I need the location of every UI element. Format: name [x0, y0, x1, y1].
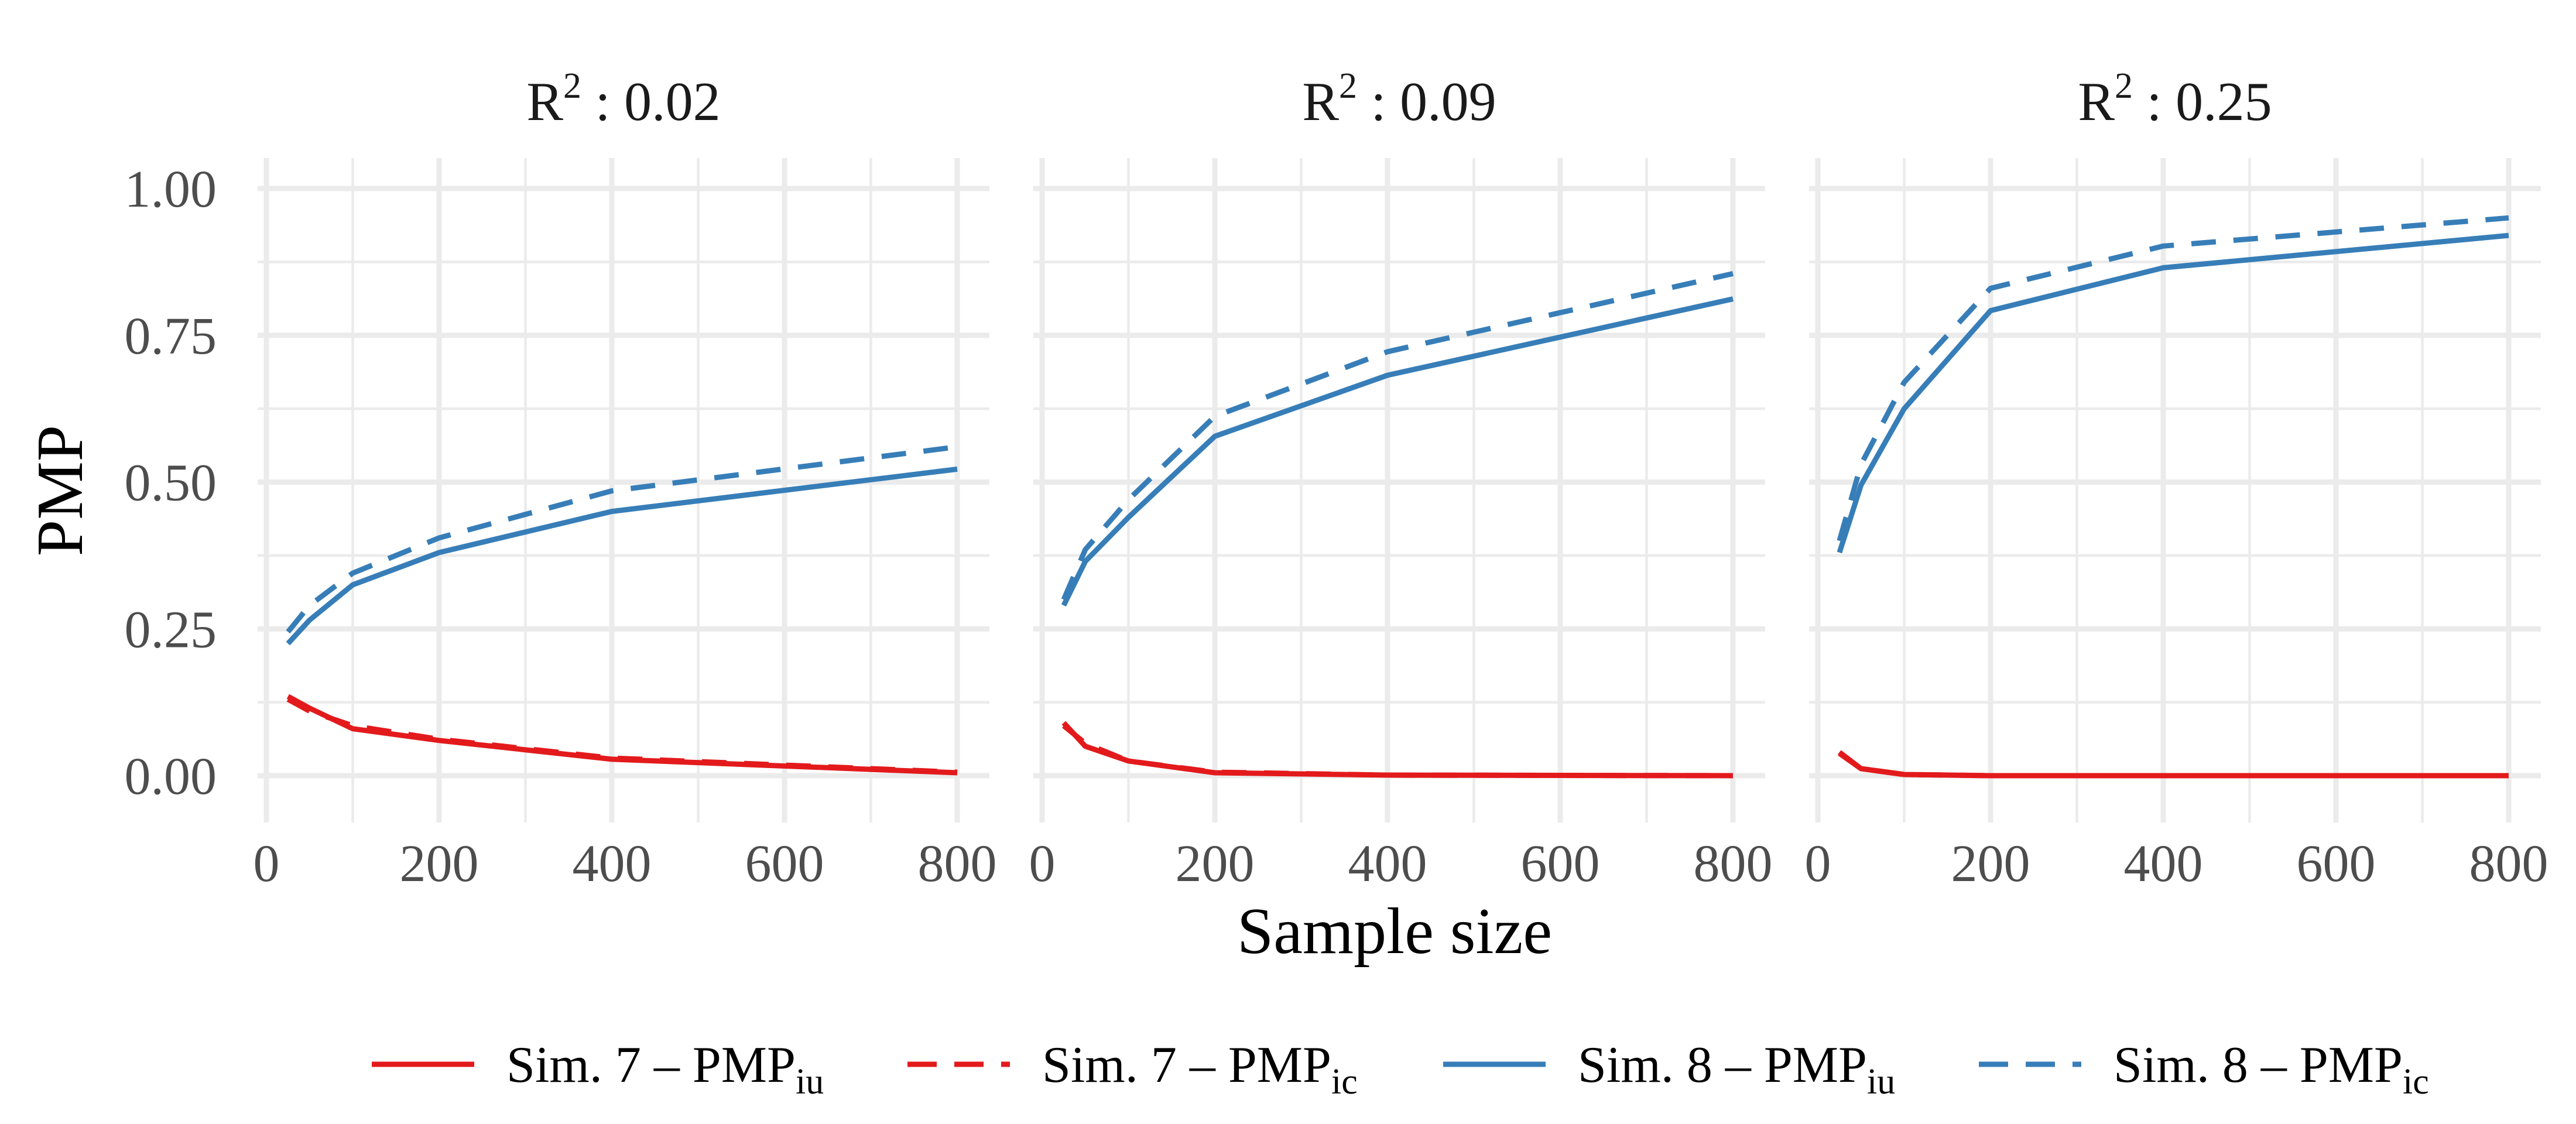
- x-axis-title: Sample size: [1237, 895, 1552, 968]
- series-line-2: [286, 697, 958, 775]
- legend: Sim. 7 – PMPiu Sim. 7 – PMPic Sim. 8 – PMP…: [372, 1037, 2429, 1102]
- y-tick-label: 0.25: [125, 601, 217, 659]
- legend-label-2: Sim. 7 – PMPic: [1042, 1037, 1358, 1102]
- y-tick-label: 1.00: [125, 160, 217, 218]
- legend-label-4: Sim. 8 – PMPic: [2113, 1037, 2429, 1102]
- x-tick-label: 600: [745, 835, 824, 893]
- x-tick-label: 0: [1805, 835, 1831, 893]
- series-line-1: [1061, 721, 1734, 779]
- panel-1: R2 : 0.02 0 200 400 600 800: [254, 66, 997, 893]
- series-line-4: [286, 444, 958, 634]
- legend-item-4: Sim. 8 – PMPic: [1979, 1037, 2429, 1102]
- chart-panels: R2 : 0.02 0 200 400 600 800 R2 : 0.09 0 200 400 60…: [125, 66, 2548, 893]
- x-tick-label: 0: [254, 835, 280, 893]
- legend-label-3: Sim. 8 – PMPiu: [1578, 1037, 1895, 1102]
- y-tick-label: 0.00: [125, 748, 217, 806]
- series-line-4: [1061, 271, 1734, 601]
- y-axis-title: PMP: [24, 425, 97, 556]
- x-tick-label: 600: [2297, 835, 2376, 893]
- y-tick-label: 0.75: [125, 307, 217, 365]
- legend-item-3: Sim. 8 – PMPiu: [1443, 1037, 1895, 1102]
- series-line-1: [1838, 750, 2509, 779]
- x-tick-label: 0: [1029, 835, 1056, 893]
- legend-item-2: Sim. 7 – PMPic: [907, 1037, 1358, 1102]
- x-tick-label: 200: [400, 835, 479, 893]
- series-line-3: [1061, 296, 1734, 607]
- x-tick-label: 200: [1951, 835, 2030, 893]
- facet-title: R2 : 0.25: [2078, 66, 2272, 132]
- series-line-4: [1837, 215, 2509, 542]
- x-tick-label: 600: [1521, 835, 1600, 893]
- x-tick-label: 800: [918, 835, 997, 893]
- legend-label-1: Sim. 7 – PMPiu: [506, 1037, 824, 1102]
- x-tick-label: 800: [2469, 835, 2548, 893]
- series-line-2: [1062, 724, 1734, 779]
- x-tick-label: 800: [1694, 835, 1773, 893]
- y-tick-label: 0.50: [125, 454, 217, 512]
- facet-title: R2 : 0.09: [1302, 66, 1496, 132]
- panel-2: R2 : 0.09 0 200 400 600 800: [1029, 66, 1773, 893]
- x-tick-label: 200: [1176, 835, 1255, 893]
- x-tick-label: 400: [573, 835, 652, 893]
- series-line-3: [286, 466, 958, 646]
- legend-item-1: Sim. 7 – PMPiu: [372, 1037, 824, 1102]
- x-tick-label: 400: [2124, 835, 2203, 893]
- series-line-3: [1837, 232, 2509, 554]
- facet-title: R2 : 0.02: [526, 66, 720, 132]
- panel-3: R2 : 0.25 0 200 400 600 800: [1805, 66, 2548, 893]
- series-line-1: [286, 694, 958, 776]
- x-tick-label: 400: [1348, 835, 1427, 893]
- series-line-2: [1838, 751, 2509, 779]
